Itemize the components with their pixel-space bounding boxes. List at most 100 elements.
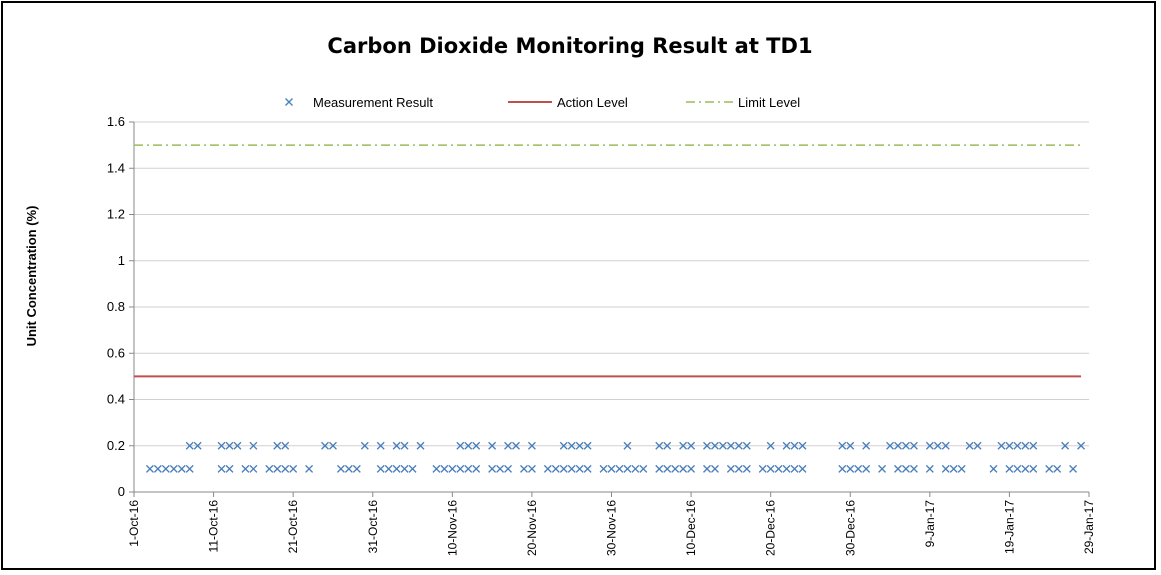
measurement-point	[226, 465, 233, 472]
y-tick-label: 0.2	[107, 438, 125, 453]
x-tick-label: 31-Oct-16	[366, 500, 380, 554]
measurement-point	[664, 465, 671, 472]
y-tick-label: 0.8	[107, 299, 125, 314]
y-axis: 00.20.40.60.811.21.41.6	[107, 114, 134, 499]
measurement-point	[560, 465, 567, 472]
measurement-point	[162, 465, 169, 472]
legend-item-limit: Limit Level	[686, 95, 800, 110]
measurement-point	[520, 465, 527, 472]
measurement-point	[576, 465, 583, 472]
measurement-point	[656, 465, 663, 472]
measurement-point	[154, 465, 161, 472]
measurement-point	[544, 465, 551, 472]
measurement-points	[146, 442, 1084, 472]
x-tick-label: 21-Oct-16	[286, 500, 300, 554]
measurement-point	[688, 465, 695, 472]
measurement-point	[401, 465, 408, 472]
measurement-point	[711, 465, 718, 472]
measurement-point	[266, 465, 273, 472]
measurement-point	[902, 465, 909, 472]
measurement-point	[1070, 465, 1077, 472]
y-tick-label: 0	[118, 484, 125, 499]
measurement-point	[385, 465, 392, 472]
measurement-point	[767, 465, 774, 472]
measurement-point	[990, 465, 997, 472]
measurement-point	[337, 465, 344, 472]
x-tick-label: 30-Nov-16	[605, 500, 619, 556]
measurement-point	[473, 465, 480, 472]
legend-label-measurement: Measurement Result	[313, 95, 433, 110]
measurement-point	[1006, 465, 1013, 472]
measurement-point	[600, 465, 607, 472]
measurement-point	[345, 465, 352, 472]
measurement-point	[584, 465, 591, 472]
x-tick-label: 11-Oct-16	[207, 500, 221, 553]
measurement-point	[1030, 465, 1037, 472]
x-tick-label: 10-Nov-16	[445, 500, 459, 556]
measurement-point	[465, 465, 472, 472]
legend-item-action: Action Level	[508, 95, 628, 110]
measurement-point	[727, 465, 734, 472]
gridlines	[134, 122, 1089, 446]
measurement-point	[218, 465, 225, 472]
measurement-point	[791, 465, 798, 472]
y-tick-label: 1.2	[107, 207, 125, 222]
measurement-point	[616, 465, 623, 472]
measurement-point	[274, 465, 281, 472]
measurement-point	[624, 465, 631, 472]
x-tick-label: 9-Jan-17	[923, 500, 937, 548]
measurement-point	[847, 465, 854, 472]
measurement-point	[1046, 465, 1053, 472]
legend-label-limit: Limit Level	[738, 95, 800, 110]
measurement-point	[895, 465, 902, 472]
measurement-point	[409, 465, 416, 472]
measurement-point	[178, 465, 185, 472]
measurement-point	[170, 465, 177, 472]
measurement-point	[783, 465, 790, 472]
measurement-point	[1014, 465, 1021, 472]
legend: Measurement Result Action Level Limit Le…	[286, 95, 801, 110]
x-tick-label: 29-Jan-17	[1082, 500, 1096, 554]
measurement-point	[1022, 465, 1029, 472]
y-tick-label: 0.6	[107, 345, 125, 360]
x-tick-label: 20-Nov-16	[525, 500, 539, 556]
measurement-point	[433, 465, 440, 472]
y-tick-label: 0.4	[107, 392, 125, 407]
measurement-point	[457, 465, 464, 472]
measurement-point	[250, 465, 257, 472]
measurement-point	[528, 465, 535, 472]
measurement-point	[242, 465, 249, 472]
measurement-point	[950, 465, 957, 472]
measurement-point	[632, 465, 639, 472]
measurement-point	[146, 465, 153, 472]
measurement-point	[743, 465, 750, 472]
measurement-point	[759, 465, 766, 472]
measurement-point	[879, 465, 886, 472]
measurement-point	[680, 465, 687, 472]
measurement-point	[489, 465, 496, 472]
measurement-point	[568, 465, 575, 472]
y-tick-label: 1	[118, 253, 125, 268]
measurement-point	[290, 465, 297, 472]
measurement-point	[608, 465, 615, 472]
measurement-point	[282, 465, 289, 472]
measurement-point	[958, 465, 965, 472]
measurement-point	[393, 465, 400, 472]
measurement-point	[910, 465, 917, 472]
measurement-point	[377, 465, 384, 472]
measurement-point	[552, 465, 559, 472]
measurement-point	[449, 465, 456, 472]
measurement-point	[839, 465, 846, 472]
legend-item-measurement: Measurement Result	[286, 95, 434, 110]
legend-x-marker	[286, 99, 293, 106]
x-tick-label: 19-Jan-17	[1002, 500, 1016, 554]
y-axis-label: Unit Concentration (%)	[24, 206, 39, 347]
chart-title: Carbon Dioxide Monitoring Result at TD1	[327, 34, 812, 58]
measurement-point	[942, 465, 949, 472]
x-tick-label: 10-Dec-16	[684, 500, 698, 556]
measurement-point	[353, 465, 360, 472]
x-tick-label: 30-Dec-16	[843, 500, 857, 556]
y-tick-label: 1.4	[107, 160, 125, 175]
measurement-point	[863, 465, 870, 472]
